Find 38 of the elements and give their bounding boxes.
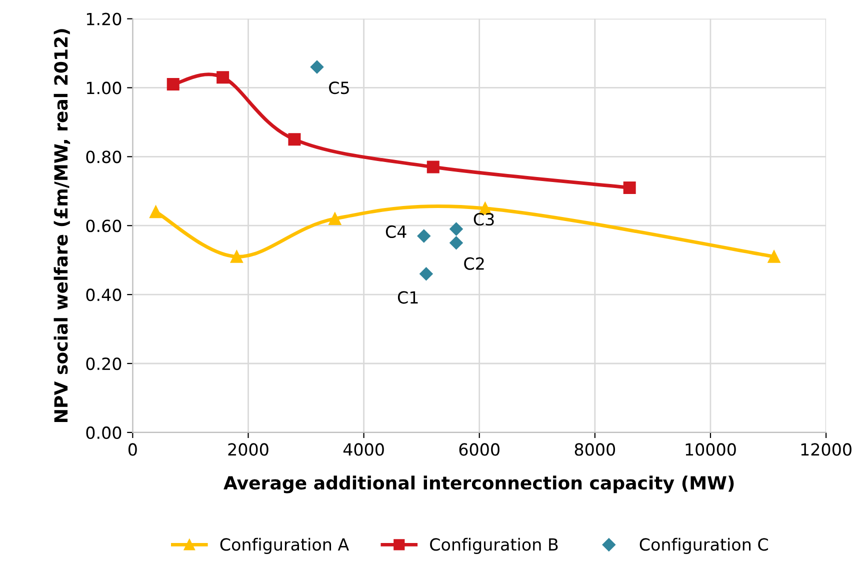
y-tick-label: 0.00 (86, 426, 122, 440)
point (420, 267, 433, 280)
point (166, 78, 180, 91)
y-tick-label: 1.00 (86, 82, 122, 94)
point (230, 250, 243, 263)
y-tick-label: 0.80 (86, 150, 122, 164)
x-tick-label: 8000 (574, 443, 616, 456)
point (417, 229, 430, 243)
legend-label: Configuration B (430, 538, 558, 554)
legend-label: Configuration A (220, 538, 349, 554)
point (328, 212, 342, 225)
point (450, 222, 463, 236)
annotation: C1 (398, 291, 418, 304)
point (768, 250, 780, 263)
annotation: C2 (464, 257, 484, 270)
annotation: C5 (329, 81, 349, 94)
x-tick-label: 0 (128, 443, 137, 456)
point (426, 160, 440, 174)
y-tick-label: 0.60 (86, 220, 122, 232)
annotation: C3 (474, 212, 494, 226)
x-tick-label: 2000 (228, 443, 268, 456)
point (288, 133, 301, 146)
x-tick-label: 4000 (343, 443, 384, 456)
y-tick-label: 0.20 (86, 357, 122, 370)
y-tick-label: 0.40 (86, 288, 122, 302)
x-tick-label: 10000 (686, 443, 736, 456)
point (450, 236, 463, 250)
point (310, 60, 324, 74)
y-tick-label: 1.20 (86, 12, 122, 26)
legend-label: Configuration C (640, 538, 768, 554)
annotation: C4 (386, 225, 406, 238)
x-tick-label: 12000 (801, 443, 852, 456)
point (150, 206, 162, 218)
point (623, 181, 636, 194)
x-axis-title: Average additional interconnection capacity (MW) (224, 476, 734, 494)
point (216, 71, 230, 84)
y-axis-title: NPV social welfare (£m/MW, real 2012) (54, 29, 70, 422)
x-tick-label: 6000 (459, 443, 500, 456)
